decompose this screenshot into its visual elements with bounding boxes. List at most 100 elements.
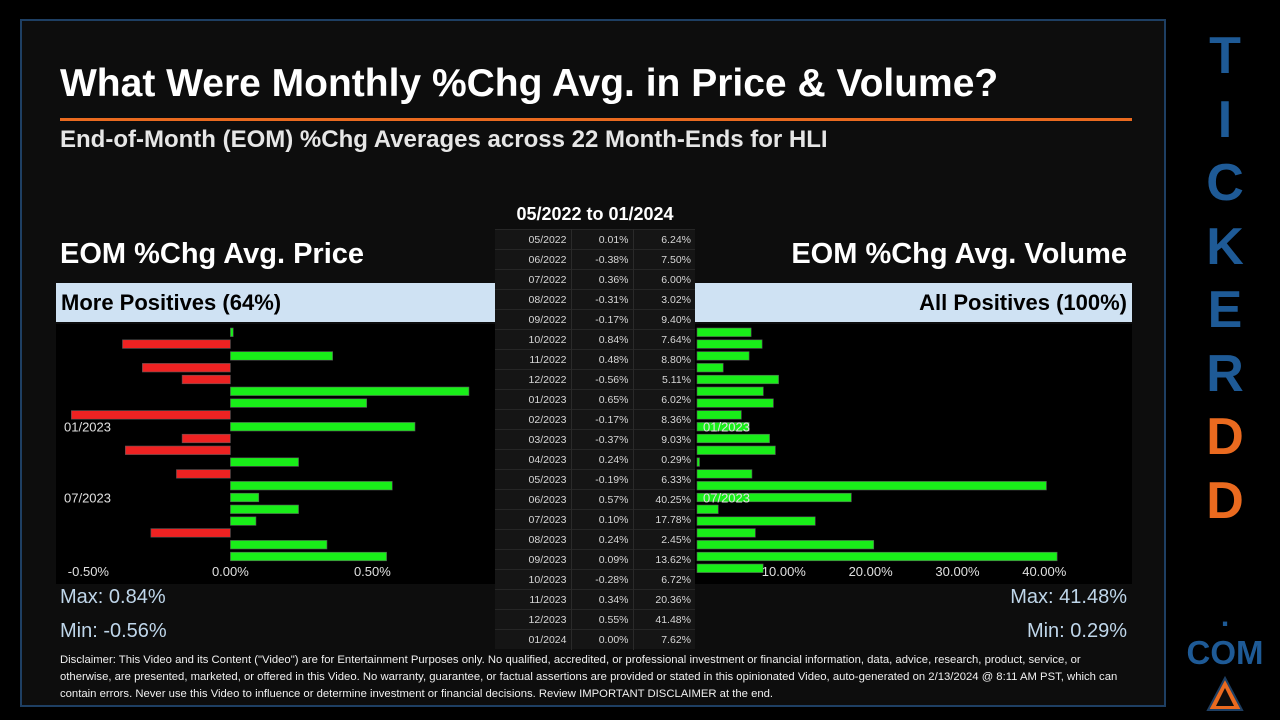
table-cell-price: 0.24% (571, 449, 634, 470)
x-tick-label: 30.00% (935, 564, 980, 579)
bar-12/2022 (71, 410, 231, 420)
period-label: 05/2022 to 01/2024 (516, 204, 674, 224)
table-cell-date: 07/2022 (495, 269, 572, 290)
table-cell-volume: 7.64% (633, 329, 695, 350)
bar-06/2023 (696, 481, 1047, 491)
bar-11/2023 (696, 540, 875, 550)
volume-min-stat: Min: 0.29% (1026, 620, 1127, 642)
table-cell-date: 08/2023 (495, 529, 572, 550)
table-cell-price: -0.17% (571, 409, 634, 430)
table-row: 10/2023 -0.28% 6.72% (495, 569, 695, 590)
table-row: 12/2022 -0.56% 5.11% (495, 369, 695, 390)
table-cell-date: 12/2023 (495, 609, 572, 630)
bar-06/2022 (696, 339, 763, 349)
table-cell-volume: 20.36% (633, 589, 695, 610)
table-row: 10/2022 0.84% 7.64% (495, 329, 695, 350)
bar-05/2022 (696, 327, 752, 337)
table-cell-price: -0.19% (571, 469, 634, 490)
bar-12/2022 (696, 410, 742, 420)
table-cell-date: 01/2024 (495, 629, 572, 650)
table-cell-price: 0.48% (571, 349, 634, 370)
price-max-stat: Max: 0.84% (60, 586, 166, 608)
table-row: 07/2023 0.10% 17.78% (495, 509, 695, 530)
table-cell-date: 11/2023 (495, 589, 572, 610)
table-cell-date: 10/2023 (495, 569, 572, 590)
bar-10/2023 (696, 528, 756, 538)
x-tick-label: 0.00% (212, 564, 249, 579)
table-cell-date: 05/2023 (495, 469, 572, 490)
bar-02/2023 (696, 433, 770, 444)
table-row: 09/2022 -0.17% 9.40% (495, 309, 695, 330)
table-cell-date: 09/2023 (495, 549, 572, 570)
x-tick-label: 20.00% (849, 564, 894, 579)
category-label: 01/2023 (703, 420, 750, 435)
table-cell-date: 12/2022 (495, 369, 572, 390)
bar-12/2023 (230, 551, 387, 562)
bar-09/2023 (230, 516, 257, 526)
table-cell-price: 0.09% (571, 549, 634, 570)
brand-letter: E (1207, 281, 1243, 339)
table-cell-price: -0.31% (571, 289, 634, 310)
price-bar-chart: 01/2023 07/2023 -0.50% 0.00% 0.50% (56, 324, 495, 584)
table-row: 04/2023 0.24% 0.29% (495, 449, 695, 470)
bar-05/2022 (230, 327, 234, 337)
page-title: What Were Monthly %Chg Avg. in Price & V… (60, 62, 999, 105)
page-subtitle: End-of-Month (EOM) %Chg Averages across … (60, 126, 828, 153)
table-cell-volume: 0.29% (633, 449, 695, 470)
table-cell-price: 0.55% (571, 609, 634, 630)
price-panel-title: EOM %Chg Avg. Price (60, 238, 365, 270)
category-label: 01/2023 (64, 420, 111, 435)
table-row: 02/2023 -0.17% 8.36% (495, 409, 695, 430)
table-row: 09/2023 0.09% 13.62% (495, 549, 695, 570)
bar-11/2022 (696, 398, 774, 408)
bar-08/2023 (230, 504, 299, 514)
table-row: 08/2023 0.24% 2.45% (495, 529, 695, 550)
volume-panel-title: EOM %Chg Avg. Volume (791, 238, 1127, 270)
x-tick-label: 0.50% (354, 564, 391, 579)
bar-12/2023 (696, 551, 1058, 562)
bar-11/2023 (230, 540, 328, 550)
bar-10/2023 (150, 528, 231, 538)
table-cell-date: 11/2022 (495, 349, 572, 370)
bar-07/2023 (230, 492, 260, 503)
bar-09/2022 (181, 374, 231, 385)
brand-dot: . (1220, 600, 1230, 633)
bar-01/2024 (696, 563, 764, 573)
table-row: 11/2022 0.48% 8.80% (495, 349, 695, 370)
table-cell-price: 0.24% (571, 529, 634, 550)
bar-04/2023 (230, 457, 299, 467)
table-cell-volume: 13.62% (633, 549, 695, 570)
table-cell-volume: 7.50% (633, 249, 695, 270)
table-cell-volume: 41.48% (633, 609, 695, 630)
table-cell-volume: 8.36% (633, 409, 695, 430)
disclaimer-text: Disclaimer: This Video and its Content (… (60, 654, 1118, 700)
table-cell-price: -0.38% (571, 249, 634, 270)
table-cell-price: 0.34% (571, 589, 634, 610)
bar-03/2023 (696, 445, 776, 455)
price-positives-banner: More Positives (64%) (56, 283, 495, 322)
table-cell-volume: 6.33% (633, 469, 695, 490)
table-cell-date: 04/2023 (495, 449, 572, 470)
table-cell-volume: 17.78% (633, 509, 695, 530)
table-cell-price: 0.01% (571, 229, 634, 250)
table-cell-volume: 7.62% (633, 629, 695, 650)
bar-10/2022 (696, 386, 764, 396)
volume-max-stat: Max: 41.48% (1010, 586, 1127, 608)
brand-letter: K (1206, 217, 1244, 276)
table-row: 01/2023 0.65% 6.02% (495, 389, 695, 410)
brand-letter: I (1217, 90, 1233, 149)
table-cell-price: 0.00% (571, 629, 634, 650)
table-cell-date: 01/2023 (495, 389, 572, 410)
table-cell-price: -0.56% (571, 369, 634, 390)
brand-letter: T (1209, 27, 1241, 85)
bar-02/2023 (181, 433, 231, 444)
brand-logo-icon (1206, 676, 1244, 711)
bar-07/2023 (696, 492, 852, 503)
table-row: 05/2023 -0.19% 6.33% (495, 469, 695, 490)
table-cell-date: 02/2023 (495, 409, 572, 430)
x-tick-label: 10.00% (762, 564, 807, 579)
table-cell-price: -0.17% (571, 309, 634, 330)
table-cell-date: 06/2023 (495, 489, 572, 510)
bar-04/2023 (696, 457, 700, 467)
